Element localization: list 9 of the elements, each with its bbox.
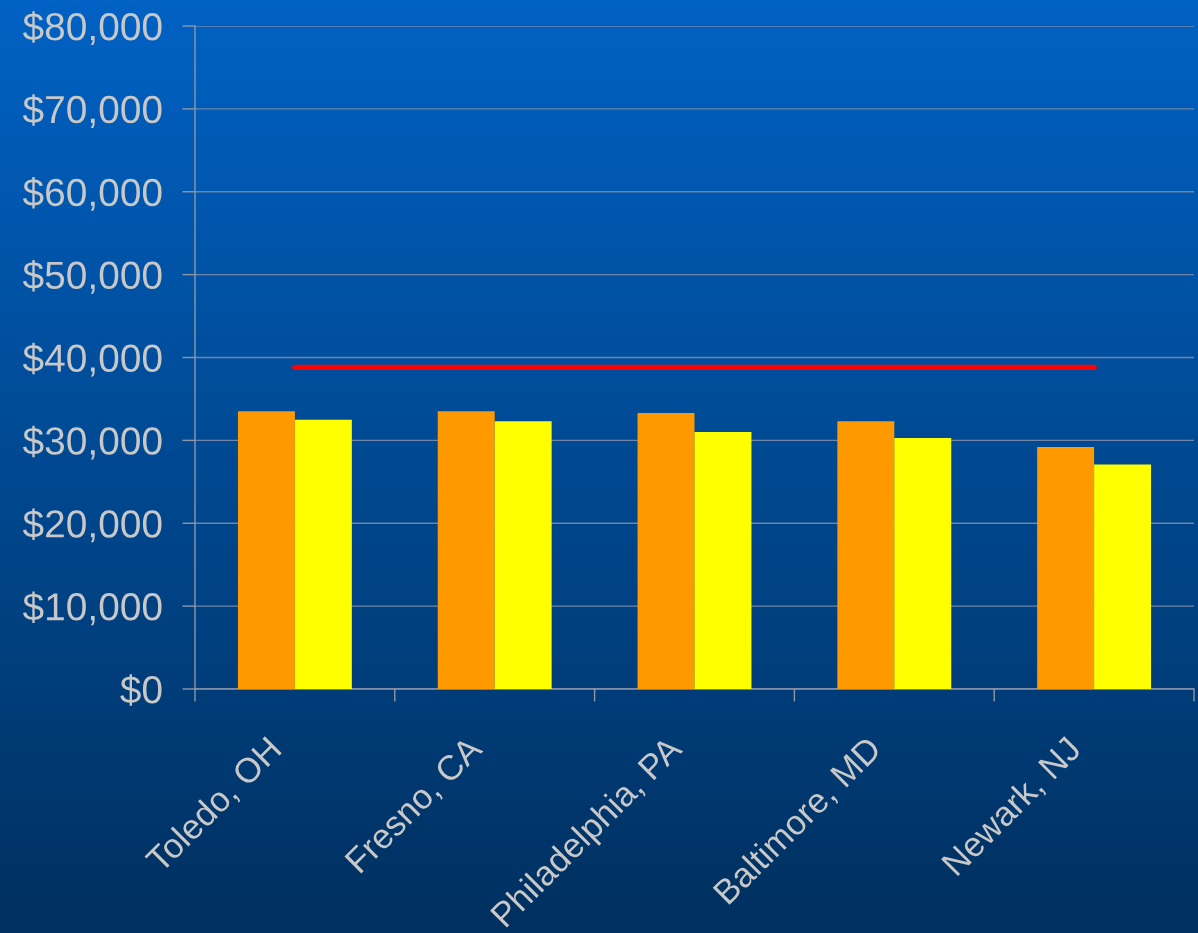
- y-tick-label: $0: [120, 674, 162, 706]
- y-tick-label: $60,000: [22, 177, 162, 211]
- y-tick-label: $80,000: [22, 11, 162, 46]
- y-tick-label: $70,000: [22, 94, 162, 128]
- y-tick-label: $50,000: [22, 259, 162, 294]
- y-tick-label: $10,000: [22, 591, 162, 626]
- y-tick-label: $30,000: [22, 425, 162, 460]
- y-tick-label: $20,000: [22, 508, 162, 543]
- y-tick-label: $40,000: [22, 342, 162, 377]
